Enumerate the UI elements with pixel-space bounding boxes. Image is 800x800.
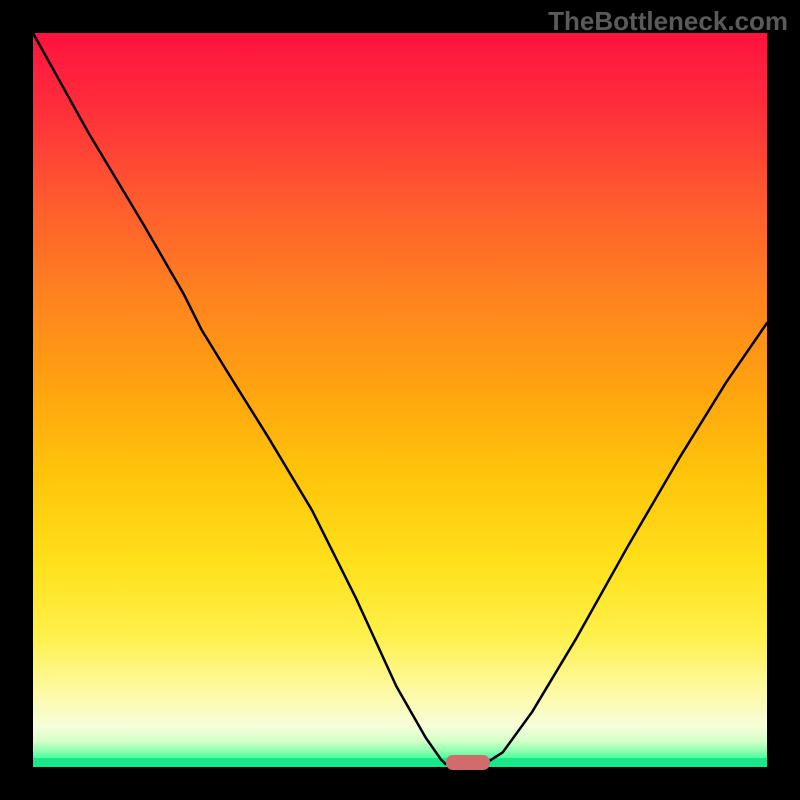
chart-frame [33, 33, 767, 767]
bottleneck-curve [33, 33, 767, 767]
plot-area [33, 33, 767, 767]
optimal-point-marker [446, 755, 490, 770]
watermark-text: TheBottleneck.com [548, 6, 788, 37]
